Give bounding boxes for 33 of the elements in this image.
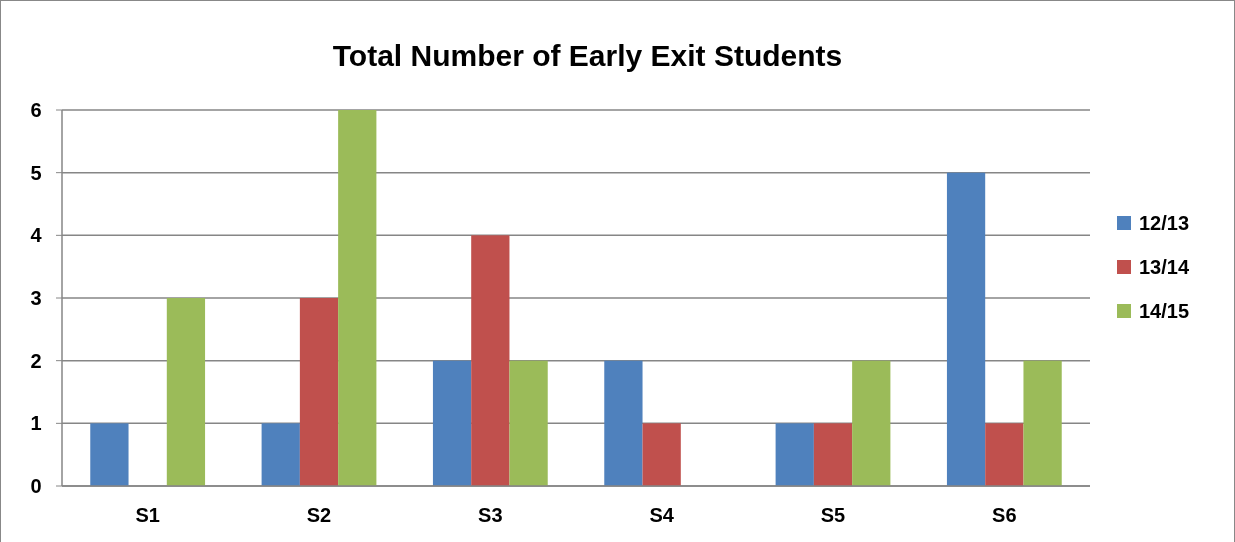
y-tick-label: 5 xyxy=(30,161,42,184)
bar xyxy=(852,360,891,486)
legend-label: 13/14 xyxy=(1139,256,1190,278)
y-tick-label: 2 xyxy=(30,349,42,372)
bar xyxy=(261,423,300,486)
bar xyxy=(509,360,548,486)
bar xyxy=(338,110,377,486)
x-tick-label: S5 xyxy=(820,504,846,526)
bar xyxy=(775,423,814,486)
x-tick-label: S6 xyxy=(992,504,1017,526)
x-tick-label: S1 xyxy=(135,504,160,526)
bar xyxy=(90,423,129,486)
x-tick-label: S3 xyxy=(478,504,503,526)
y-tick-label: 4 xyxy=(30,224,43,247)
bar xyxy=(642,423,681,486)
x-tick-label: S4 xyxy=(649,504,675,526)
legend-label: 14/15 xyxy=(1139,300,1190,322)
chart-title: Total Number of Early Exit Students xyxy=(332,39,843,72)
bar xyxy=(604,360,643,486)
bar xyxy=(985,423,1024,486)
y-tick-label: 3 xyxy=(30,287,42,309)
bar xyxy=(299,298,339,486)
bar xyxy=(166,298,206,486)
bar xyxy=(946,172,986,486)
bar xyxy=(813,423,853,486)
legend-label: 12/13 xyxy=(1139,212,1190,234)
y-tick-label: 0 xyxy=(30,475,42,497)
y-tick-label: 6 xyxy=(30,99,42,121)
bar xyxy=(471,235,510,486)
bar xyxy=(1023,360,1062,486)
y-tick-label: 1 xyxy=(30,412,42,435)
x-tick-label: S2 xyxy=(306,504,332,526)
bar xyxy=(432,360,472,486)
